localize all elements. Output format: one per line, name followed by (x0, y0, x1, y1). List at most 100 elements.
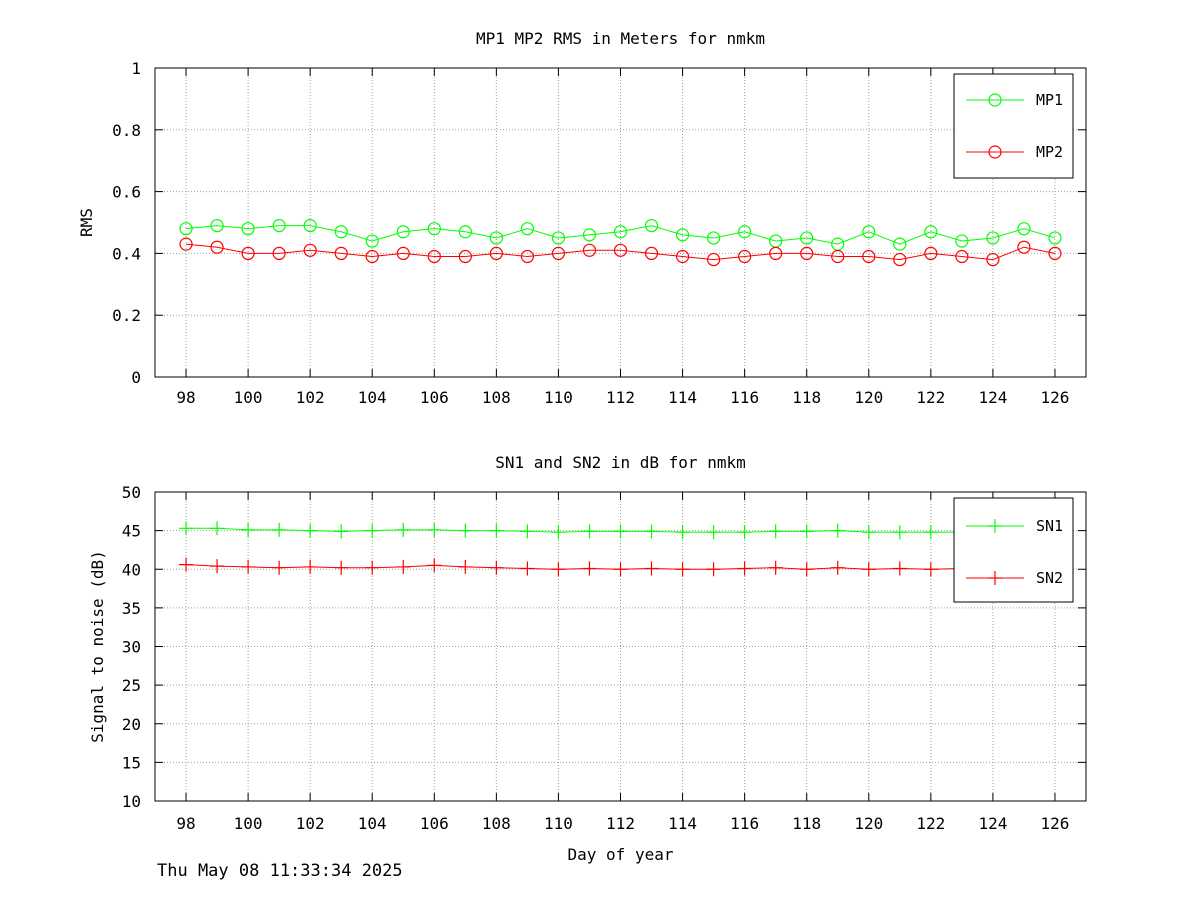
data-point (458, 225, 472, 239)
x-tick-label: 108 (482, 388, 511, 407)
x-axis-label: Day of year (568, 845, 674, 864)
data-point (582, 524, 597, 539)
y-tick-label: 50 (122, 483, 141, 502)
y-tick-label: 0.4 (112, 244, 141, 263)
y-tick-label: 1 (131, 59, 141, 78)
timestamp-label: Thu May 08 11:33:34 2025 (157, 861, 403, 881)
data-point (644, 218, 659, 233)
data-point (862, 225, 876, 239)
data-point (613, 225, 628, 239)
x-tick-label: 122 (916, 814, 945, 833)
x-tick-label: 126 (1041, 814, 1070, 833)
data-point (551, 562, 566, 577)
y-tick-label: 30 (122, 638, 141, 657)
legend-marker (988, 145, 1002, 159)
legend-label-mp2: MP2 (1036, 143, 1063, 161)
y-axis-label: RMS (77, 208, 96, 237)
x-tick-label: 120 (854, 814, 883, 833)
data-point (924, 246, 938, 260)
legend-label-sn1: SN1 (1036, 517, 1063, 535)
data-point (675, 525, 690, 540)
x-tick-label: 104 (358, 388, 387, 407)
data-point (427, 558, 442, 573)
y-axis-label: Signal to noise (dB) (88, 550, 107, 743)
x-tick-label: 120 (854, 388, 883, 407)
data-point (924, 225, 938, 239)
data-point (334, 246, 348, 260)
data-point (241, 522, 256, 537)
legend-label-sn2: SN2 (1036, 569, 1063, 587)
data-point (613, 524, 628, 539)
data-point (892, 561, 907, 576)
x-tick-label: 102 (296, 814, 325, 833)
data-point (303, 218, 317, 233)
data-point (427, 522, 442, 537)
data-point (396, 522, 411, 537)
data-point (706, 252, 721, 267)
x-tick-label: 114 (668, 388, 697, 407)
data-point (179, 237, 193, 251)
data-point (613, 243, 628, 257)
data-point (769, 246, 783, 260)
data-point (458, 249, 472, 264)
y-tick-label: 20 (122, 715, 141, 734)
data-point (706, 562, 721, 577)
data-point (644, 524, 659, 539)
y-tick-label: 0.8 (112, 121, 141, 140)
data-point (489, 560, 504, 575)
y-tick-label: 10 (122, 792, 141, 811)
data-point (272, 246, 286, 260)
data-point (396, 225, 410, 239)
data-point (1048, 246, 1062, 260)
x-tick-label: 102 (296, 388, 325, 407)
x-tick-label: 118 (792, 388, 821, 407)
data-point (1017, 222, 1031, 236)
data-point (613, 562, 628, 577)
data-point (923, 525, 938, 540)
chart-snr: 98 100 102 104 106 108 110 112 114 116 118 120 122 12… (88, 453, 1087, 864)
data-point (893, 252, 907, 267)
x-tick-label: 114 (668, 814, 697, 833)
series-line-mp1 (185, 225, 1056, 245)
data-point (520, 561, 535, 576)
data-point (241, 559, 256, 574)
legend-box (953, 497, 1074, 603)
data-point (210, 218, 224, 233)
data-point (520, 249, 535, 264)
data-point (303, 243, 317, 257)
data-point (520, 524, 535, 539)
data-point (365, 560, 380, 575)
x-tick-label: 110 (544, 388, 573, 407)
x-tick-label: 110 (544, 814, 573, 833)
data-point (334, 225, 348, 239)
legend: MP1 MP2 (953, 73, 1074, 179)
data-point (799, 562, 814, 577)
data-point (489, 246, 503, 260)
data-point (1048, 231, 1062, 245)
data-point (830, 560, 845, 575)
data-point (210, 521, 225, 536)
data-point (831, 249, 845, 264)
data-point (706, 525, 721, 540)
x-tick-label: 106 (420, 388, 449, 407)
data-point (272, 218, 286, 233)
plot-frame (154, 67, 1087, 378)
data-point (458, 523, 473, 538)
data-point (179, 521, 194, 536)
data-point (365, 249, 379, 264)
data-point (861, 525, 876, 540)
y-tick-label: 0 (131, 368, 141, 387)
x-tick-label: 100 (234, 814, 263, 833)
data-point (241, 246, 255, 260)
data-point (427, 222, 441, 236)
data-point (768, 560, 783, 575)
data-point (365, 234, 379, 248)
x-tick-label: 122 (916, 388, 945, 407)
data-point (551, 246, 566, 260)
x-tick-label: 106 (420, 814, 449, 833)
legend: SN1 SN2 (953, 497, 1074, 603)
data-point (334, 560, 349, 575)
data-point (737, 561, 752, 576)
data-point (893, 237, 907, 251)
